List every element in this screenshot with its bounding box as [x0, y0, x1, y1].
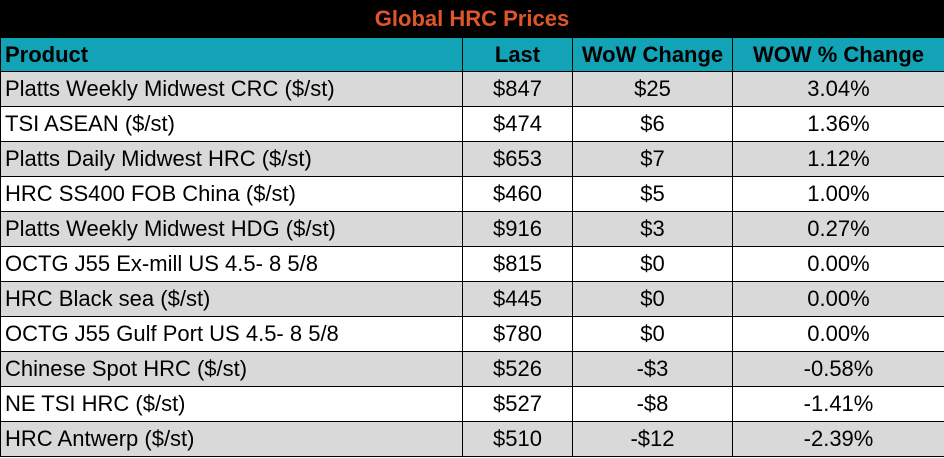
cell-wow-change: $5: [572, 176, 733, 212]
column-header-product: Product: [0, 37, 463, 72]
cell-product: Chinese Spot HRC ($/st): [0, 351, 463, 387]
table-row: Chinese Spot HRC ($/st) $526 -$3 -0.58%: [0, 351, 944, 387]
cell-wow-pct-change: -2.39%: [732, 421, 944, 457]
cell-product: HRC SS400 FOB China ($/st): [0, 176, 463, 212]
cell-last: $780: [462, 316, 573, 352]
cell-product: Platts Daily Midwest HRC ($/st): [0, 141, 463, 177]
cell-last: $847: [462, 71, 573, 107]
cell-product: HRC Black sea ($/st): [0, 281, 463, 317]
cell-wow-change: $0: [572, 246, 733, 282]
cell-last: $510: [462, 421, 573, 457]
cell-last: $815: [462, 246, 573, 282]
cell-wow-pct-change: 0.00%: [732, 246, 944, 282]
column-header-wow-pct-change: WOW % Change: [732, 37, 944, 72]
cell-wow-pct-change: 1.00%: [732, 176, 944, 212]
cell-wow-change: $7: [572, 141, 733, 177]
cell-wow-pct-change: 0.27%: [732, 211, 944, 247]
cell-wow-pct-change: 0.00%: [732, 281, 944, 317]
cell-last: $527: [462, 386, 573, 422]
cell-product: Platts Weekly Midwest CRC ($/st): [0, 71, 463, 107]
cell-product: TSI ASEAN ($/st): [0, 106, 463, 142]
cell-last: $526: [462, 351, 573, 387]
table-title: Global HRC Prices: [0, 0, 944, 37]
cell-wow-change: -$8: [572, 386, 733, 422]
cell-product: HRC Antwerp ($/st): [0, 421, 463, 457]
cell-wow-pct-change: 0.00%: [732, 316, 944, 352]
table-row: OCTG J55 Gulf Port US 4.5- 8 5/8 $780 $0 0.…: [0, 316, 944, 352]
table-row: Platts Weekly Midwest CRC ($/st) $847 $25 3…: [0, 71, 944, 107]
column-header-last: Last: [462, 37, 573, 72]
cell-product: Platts Weekly Midwest HDG ($/st): [0, 211, 463, 247]
table-row: Platts Daily Midwest HRC ($/st) $653 $7 1.1…: [0, 141, 944, 177]
cell-wow-pct-change: 1.12%: [732, 141, 944, 177]
cell-wow-pct-change: -1.41%: [732, 386, 944, 422]
cell-wow-pct-change: -0.58%: [732, 351, 944, 387]
cell-wow-pct-change: 1.36%: [732, 106, 944, 142]
cell-product: NE TSI HRC ($/st): [0, 386, 463, 422]
cell-wow-change: $3: [572, 211, 733, 247]
cell-last: $460: [462, 176, 573, 212]
table-row: OCTG J55 Ex-mill US 4.5- 8 5/8 $815 $0 0.00…: [0, 246, 944, 282]
table-row: HRC Antwerp ($/st) $510 -$12 -2.39%: [0, 421, 944, 457]
cell-product: OCTG J55 Ex-mill US 4.5- 8 5/8: [0, 246, 463, 282]
column-header-wow-change: WoW Change: [572, 37, 733, 72]
cell-wow-pct-change: 3.04%: [732, 71, 944, 107]
cell-last: $474: [462, 106, 573, 142]
cell-last: $445: [462, 281, 573, 317]
cell-wow-change: $25: [572, 71, 733, 107]
table-row: NE TSI HRC ($/st) $527 -$8 -1.41%: [0, 386, 944, 422]
table-row: TSI ASEAN ($/st) $474 $6 1.36%: [0, 106, 944, 142]
cell-wow-change: $0: [572, 316, 733, 352]
cell-wow-change: -$12: [572, 421, 733, 457]
header-row: Product Last WoW Change WOW % Change: [0, 37, 944, 72]
cell-wow-change: -$3: [572, 351, 733, 387]
cell-product: OCTG J55 Gulf Port US 4.5- 8 5/8: [0, 316, 463, 352]
table-row: HRC SS400 FOB China ($/st) $460 $5 1.00%: [0, 176, 944, 212]
cell-last: $653: [462, 141, 573, 177]
table-row: HRC Black sea ($/st) $445 $0 0.00%: [0, 281, 944, 317]
cell-last: $916: [462, 211, 573, 247]
hrc-price-table: Product Last WoW Change WOW % Change Pla…: [0, 37, 944, 457]
cell-wow-change: $6: [572, 106, 733, 142]
table-row: Platts Weekly Midwest HDG ($/st) $916 $3 0.…: [0, 211, 944, 247]
cell-wow-change: $0: [572, 281, 733, 317]
